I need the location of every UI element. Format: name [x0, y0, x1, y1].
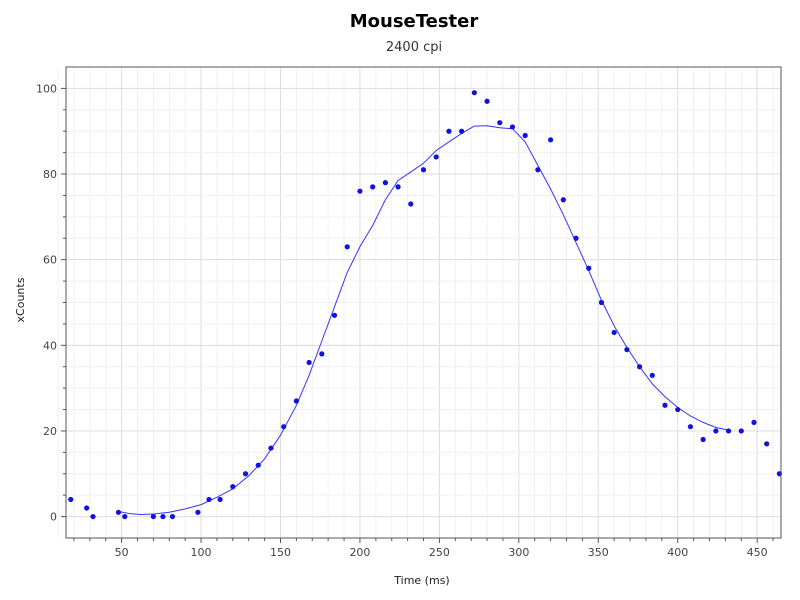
- data-point: [548, 137, 554, 143]
- data-point: [331, 312, 338, 318]
- y-axis-label: xCounts: [14, 277, 27, 322]
- data-point: [306, 359, 312, 366]
- x-tick-label: 400: [667, 546, 688, 559]
- chart-subtitle: 2400 cpi: [386, 40, 442, 55]
- data-point: [150, 513, 156, 520]
- data-point: [713, 428, 719, 434]
- data-point: [160, 513, 166, 520]
- data-point: [598, 299, 605, 306]
- data-point: [649, 372, 655, 378]
- data-point: [675, 406, 681, 413]
- data-point: [344, 244, 350, 250]
- x-tick-label: 350: [588, 546, 609, 559]
- data-point: [573, 235, 579, 241]
- x-tick-label: 300: [508, 546, 529, 559]
- data-point: [206, 496, 212, 503]
- x-axis-label: Time (ms): [393, 574, 449, 587]
- data-point: [446, 128, 452, 134]
- data-point: [255, 462, 261, 468]
- data-point: [522, 132, 528, 139]
- x-tick-label: 250: [429, 546, 450, 559]
- ticks-layer: 50 100 150 200 250 300 350 400 450 0 20 40 60 80 100: [36, 82, 774, 559]
- x-tick-label: 100: [191, 546, 212, 559]
- data-point: [751, 419, 757, 425]
- data-point: [90, 513, 96, 520]
- data-point: [122, 513, 128, 520]
- data-point: [725, 428, 732, 434]
- data-point: [68, 496, 74, 503]
- data-point: [484, 98, 490, 104]
- data-point: [281, 424, 287, 430]
- data-point: [471, 90, 477, 96]
- data-point: [624, 347, 630, 353]
- y-tick-label: 40: [43, 339, 57, 352]
- data-point: [115, 509, 122, 515]
- data-point: [382, 180, 388, 186]
- data-point: [764, 441, 770, 447]
- points-layer: [68, 90, 783, 520]
- chart-title: MouseTester: [350, 11, 479, 32]
- x-tick-label: 50: [115, 546, 129, 559]
- data-point: [195, 509, 201, 515]
- data-point: [560, 197, 566, 203]
- data-point: [242, 471, 249, 477]
- data-point: [84, 505, 90, 511]
- data-point: [687, 424, 694, 430]
- data-point: [230, 484, 236, 490]
- data-point: [217, 496, 223, 503]
- data-point: [420, 167, 427, 173]
- x-tick-label: 150: [270, 546, 291, 559]
- x-tick-label: 200: [349, 546, 370, 559]
- y-tick-label: 100: [36, 82, 57, 95]
- data-point: [268, 445, 274, 451]
- data-point: [586, 265, 592, 271]
- data-point: [700, 436, 706, 443]
- data-point: [408, 201, 414, 207]
- data-point: [611, 329, 617, 336]
- data-point: [357, 188, 363, 194]
- y-tick-label: 60: [43, 254, 57, 267]
- y-tick-label: 0: [50, 511, 57, 524]
- y-tick-label: 20: [43, 425, 57, 438]
- data-point: [433, 154, 439, 160]
- data-point: [459, 128, 465, 134]
- data-point: [293, 398, 299, 404]
- data-point: [509, 124, 516, 130]
- trend-curve: [118, 125, 729, 516]
- data-point: [370, 184, 376, 190]
- data-point: [662, 402, 668, 408]
- data-point: [319, 351, 325, 357]
- data-point: [636, 364, 643, 370]
- data-point: [169, 513, 176, 520]
- y-tick-label: 80: [43, 168, 57, 181]
- x-tick-label: 450: [747, 546, 768, 559]
- data-point: [535, 167, 541, 173]
- curve-layer: [118, 125, 729, 516]
- grid-layer: [57, 67, 781, 538]
- data-point: [738, 428, 744, 434]
- data-point: [395, 184, 401, 190]
- data-point: [497, 120, 503, 126]
